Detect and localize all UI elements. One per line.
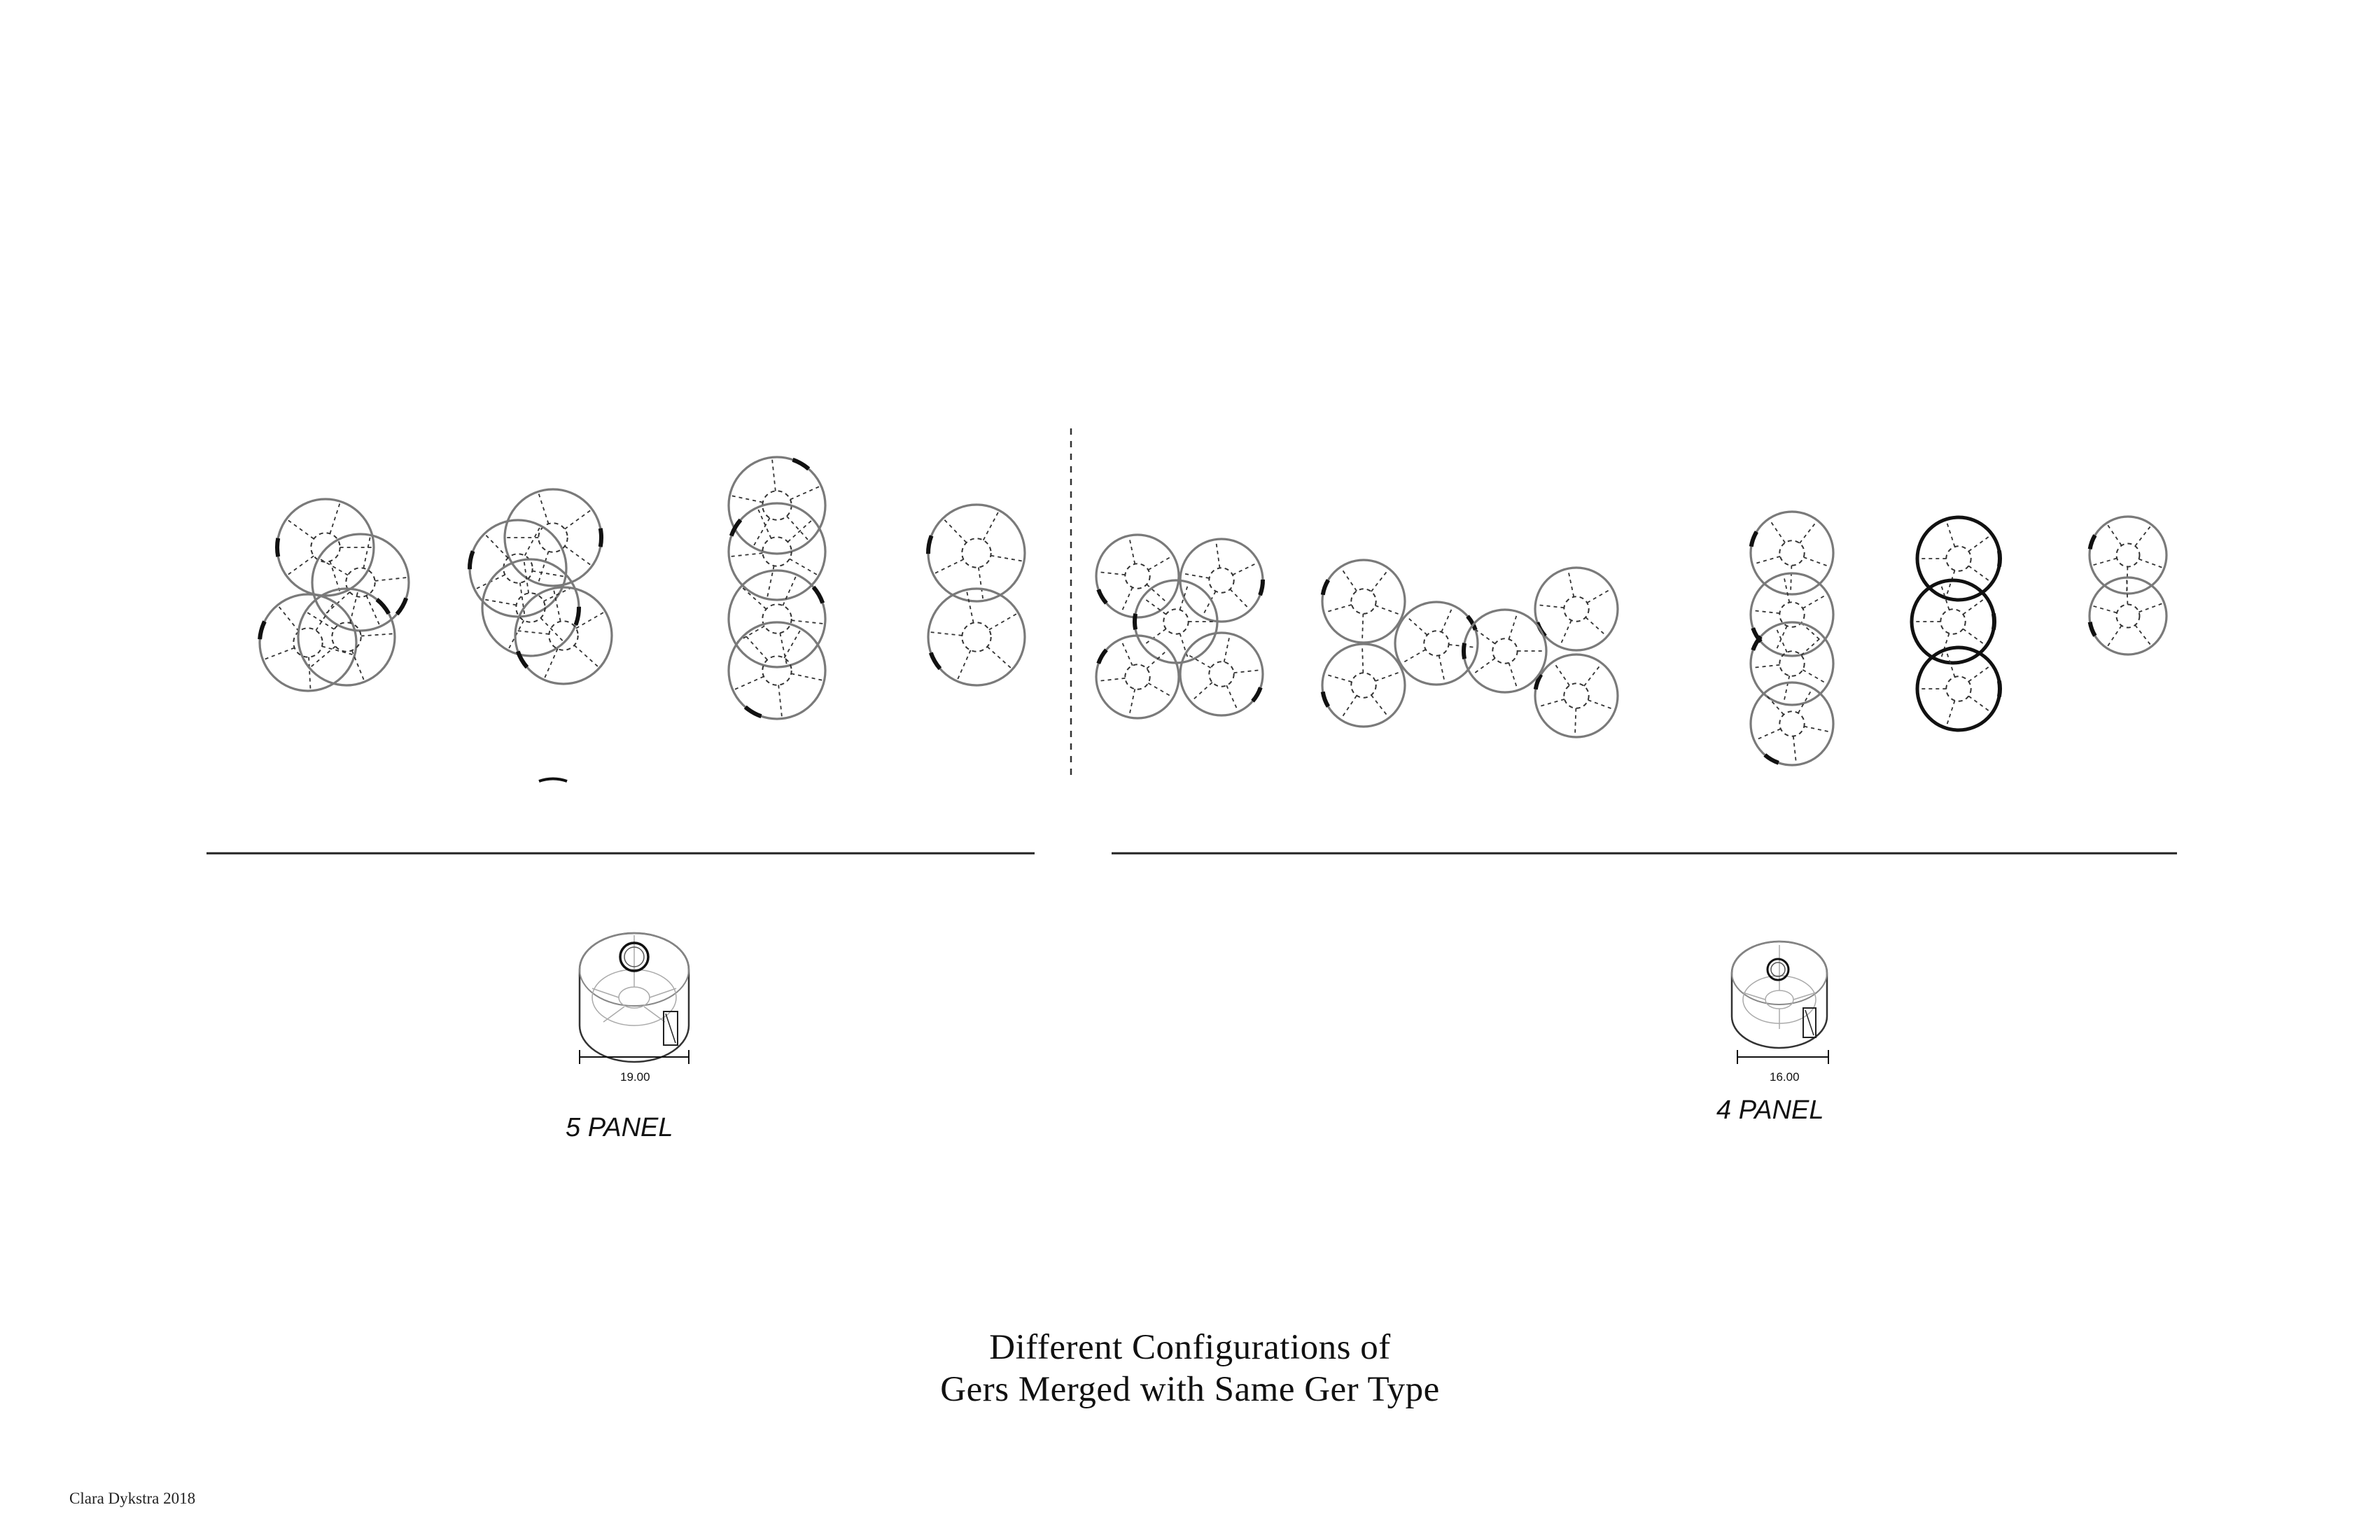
ger-plan (1749, 621, 1835, 706)
diagram-title-line-1: Different Configurations of (989, 1328, 1391, 1367)
ger-plan (927, 587, 1026, 687)
diagram-title-line-2: Gers Merged with Same Ger Type (940, 1370, 1440, 1409)
ger-plan (1749, 572, 1835, 657)
ger-plan (727, 502, 827, 601)
ger-plan (258, 593, 358, 692)
ger-plan (727, 621, 827, 720)
author-credit: Clara Dykstra 2018 (69, 1490, 196, 1507)
ger-plan (1910, 578, 1997, 665)
ger-plan (1915, 515, 2003, 602)
five-panel-ger-model (578, 932, 690, 1064)
ger-plan (1749, 510, 1835, 596)
four-panel-dimension: 16.00 (1770, 1070, 1800, 1084)
ger-plan (926, 503, 1026, 603)
ger-plan (1179, 631, 1264, 717)
ger-plan (2087, 515, 2168, 595)
ger-configurations (258, 456, 2168, 766)
ger-plan (275, 498, 375, 597)
config-4panel-triangle (1320, 559, 1479, 728)
config-5panel-four-cluster (258, 498, 410, 692)
four-panel-label: 4 PANEL (1716, 1096, 1824, 1125)
partial-arc-mark (538, 777, 568, 783)
ger-plan (297, 587, 396, 687)
config-5panel-double-stack (926, 503, 1026, 687)
ger-plan (311, 533, 410, 632)
four-panel-ger-model (1730, 940, 1829, 1064)
ger-plan (1179, 538, 1265, 623)
ger-plan (1461, 608, 1548, 694)
ger-plan (481, 558, 581, 657)
ger-plan (1320, 559, 1406, 644)
ger-plan (503, 488, 603, 587)
config-4panel-offset-triangle (1461, 566, 1619, 738)
config-4panel-vertical-stack (1749, 510, 1835, 766)
config-4panel-bold-stack (1910, 515, 2003, 732)
ger-plan (1749, 681, 1835, 766)
ger-plan (1534, 566, 1619, 652)
config-5panel-overlap-cluster (468, 488, 613, 685)
config-4panel-double-stack (2087, 515, 2168, 656)
ger-plan (1915, 645, 2003, 732)
ger-plan (1533, 653, 1619, 738)
ger-plan (468, 519, 568, 618)
ger-plan (1095, 634, 1180, 720)
five-panel-dimension: 19.00 (620, 1070, 650, 1084)
ger-plan (514, 586, 613, 685)
five-panel-label: 5 PANEL (566, 1113, 673, 1142)
ger-plan (1095, 533, 1180, 619)
ger-plan (2087, 576, 2168, 656)
ger-plan (727, 569, 827, 668)
ger-plan (727, 456, 827, 555)
config-4panel-diamond-cluster (1095, 533, 1265, 720)
config-5panel-vertical-stack (727, 456, 827, 720)
ger-plan (1320, 643, 1406, 728)
